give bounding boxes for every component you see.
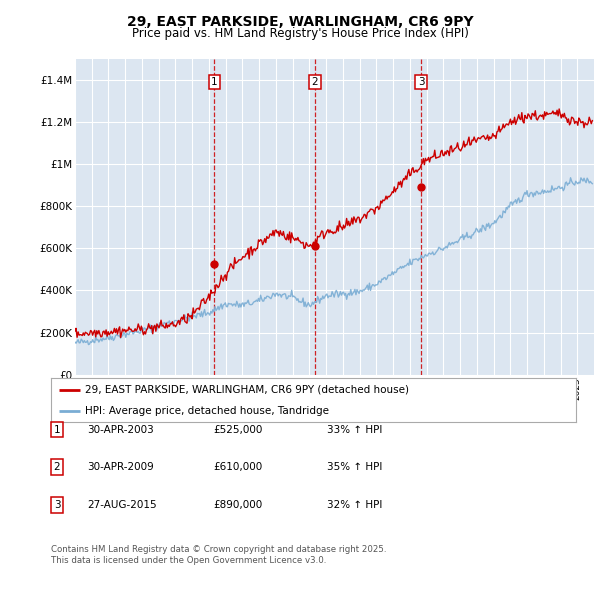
Text: 3: 3 xyxy=(418,77,424,87)
Text: Contains HM Land Registry data © Crown copyright and database right 2025.: Contains HM Land Registry data © Crown c… xyxy=(51,545,386,555)
Text: Price paid vs. HM Land Registry's House Price Index (HPI): Price paid vs. HM Land Registry's House … xyxy=(131,27,469,40)
Text: £525,000: £525,000 xyxy=(213,425,262,434)
Text: 35% ↑ HPI: 35% ↑ HPI xyxy=(327,463,382,472)
Text: 3: 3 xyxy=(53,500,61,510)
Text: 1: 1 xyxy=(211,77,218,87)
Text: HPI: Average price, detached house, Tandridge: HPI: Average price, detached house, Tand… xyxy=(85,406,329,416)
Text: 1: 1 xyxy=(53,425,61,434)
Text: 29, EAST PARKSIDE, WARLINGHAM, CR6 9PY: 29, EAST PARKSIDE, WARLINGHAM, CR6 9PY xyxy=(127,15,473,30)
Text: 33% ↑ HPI: 33% ↑ HPI xyxy=(327,425,382,434)
Text: 27-AUG-2015: 27-AUG-2015 xyxy=(87,500,157,510)
Text: 30-APR-2009: 30-APR-2009 xyxy=(87,463,154,472)
Text: 29, EAST PARKSIDE, WARLINGHAM, CR6 9PY (detached house): 29, EAST PARKSIDE, WARLINGHAM, CR6 9PY (… xyxy=(85,385,409,395)
Text: This data is licensed under the Open Government Licence v3.0.: This data is licensed under the Open Gov… xyxy=(51,556,326,565)
Text: 30-APR-2003: 30-APR-2003 xyxy=(87,425,154,434)
Text: 32% ↑ HPI: 32% ↑ HPI xyxy=(327,500,382,510)
Text: 2: 2 xyxy=(311,77,318,87)
Text: 2: 2 xyxy=(53,463,61,472)
Text: £890,000: £890,000 xyxy=(213,500,262,510)
Text: £610,000: £610,000 xyxy=(213,463,262,472)
